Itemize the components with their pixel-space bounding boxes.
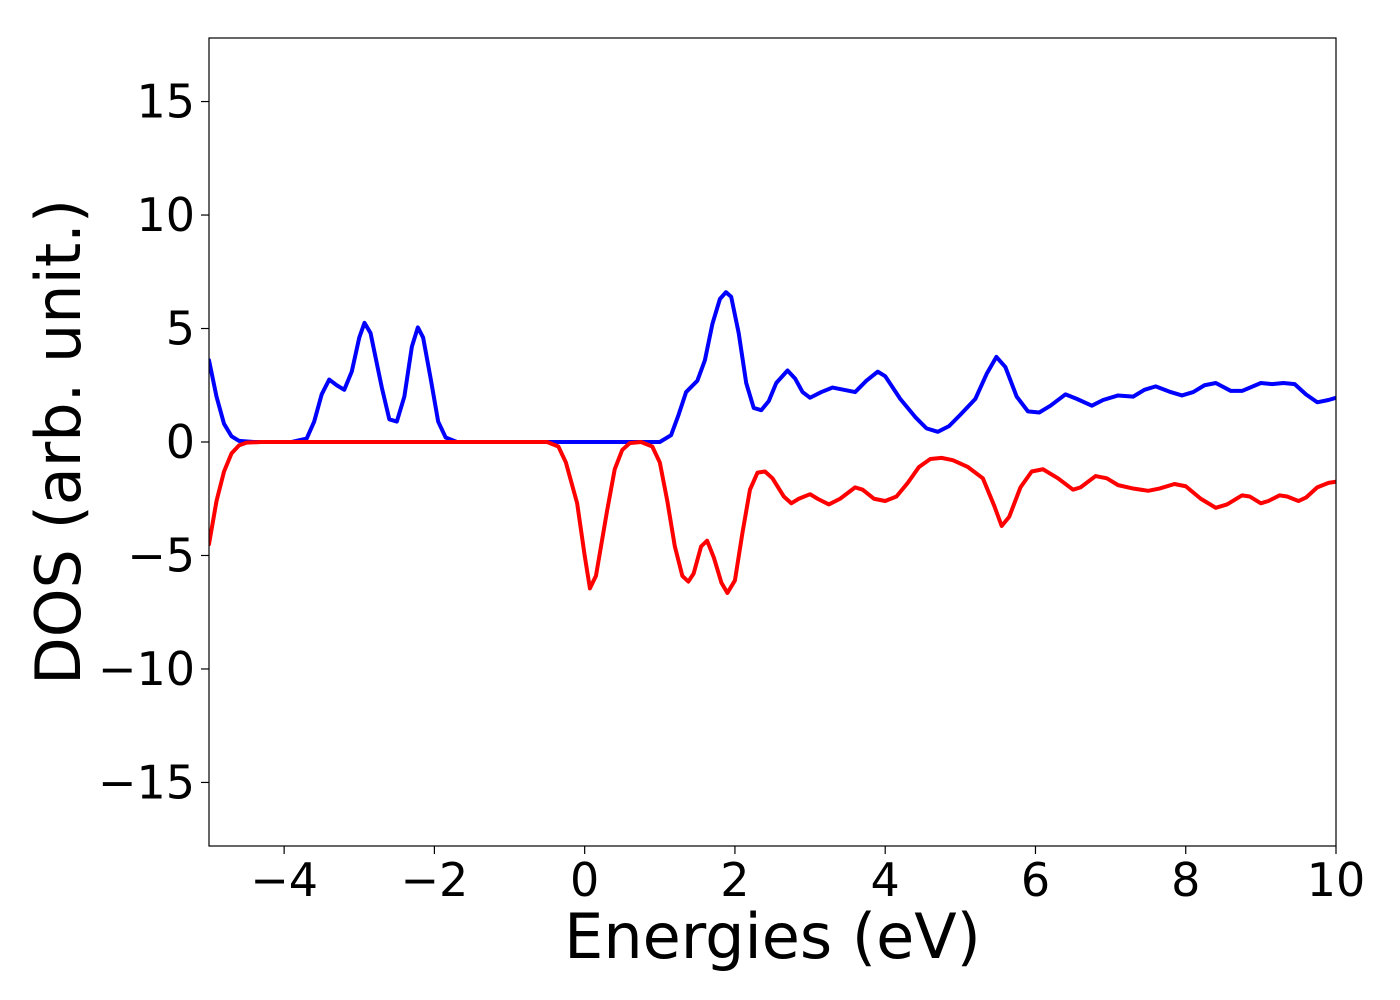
series-line-1 bbox=[209, 290, 1336, 444]
x-axis: −4 −2 0 2 4 6 8 10 bbox=[250, 846, 1365, 907]
y-tick-label: 10 bbox=[136, 188, 195, 242]
x-tick-label: 4 bbox=[871, 853, 900, 907]
y-tick-label: −10 bbox=[98, 642, 195, 696]
series-layer bbox=[209, 290, 1336, 595]
x-tick-label: 10 bbox=[1307, 853, 1366, 907]
series-line-2 bbox=[209, 440, 1336, 595]
x-tick-label: −4 bbox=[250, 853, 318, 907]
y-tick-label: −15 bbox=[98, 755, 195, 809]
y-tick-label: −5 bbox=[127, 528, 195, 582]
y-tick-label: 5 bbox=[166, 302, 195, 356]
x-axis-label: Energies (eV) bbox=[564, 900, 981, 973]
x-tick-label: 0 bbox=[570, 853, 599, 907]
x-tick-label: 8 bbox=[1171, 853, 1200, 907]
y-axis: −15 −10 −5 0 5 10 15 bbox=[98, 75, 209, 809]
x-tick-label: 6 bbox=[1021, 853, 1050, 907]
y-tick-label: 0 bbox=[166, 415, 195, 469]
y-tick-label: 15 bbox=[136, 75, 195, 129]
y-axis-label: DOS (arb. unit.) bbox=[22, 199, 95, 685]
x-tick-label: −2 bbox=[400, 853, 468, 907]
x-tick-label: 2 bbox=[720, 853, 749, 907]
